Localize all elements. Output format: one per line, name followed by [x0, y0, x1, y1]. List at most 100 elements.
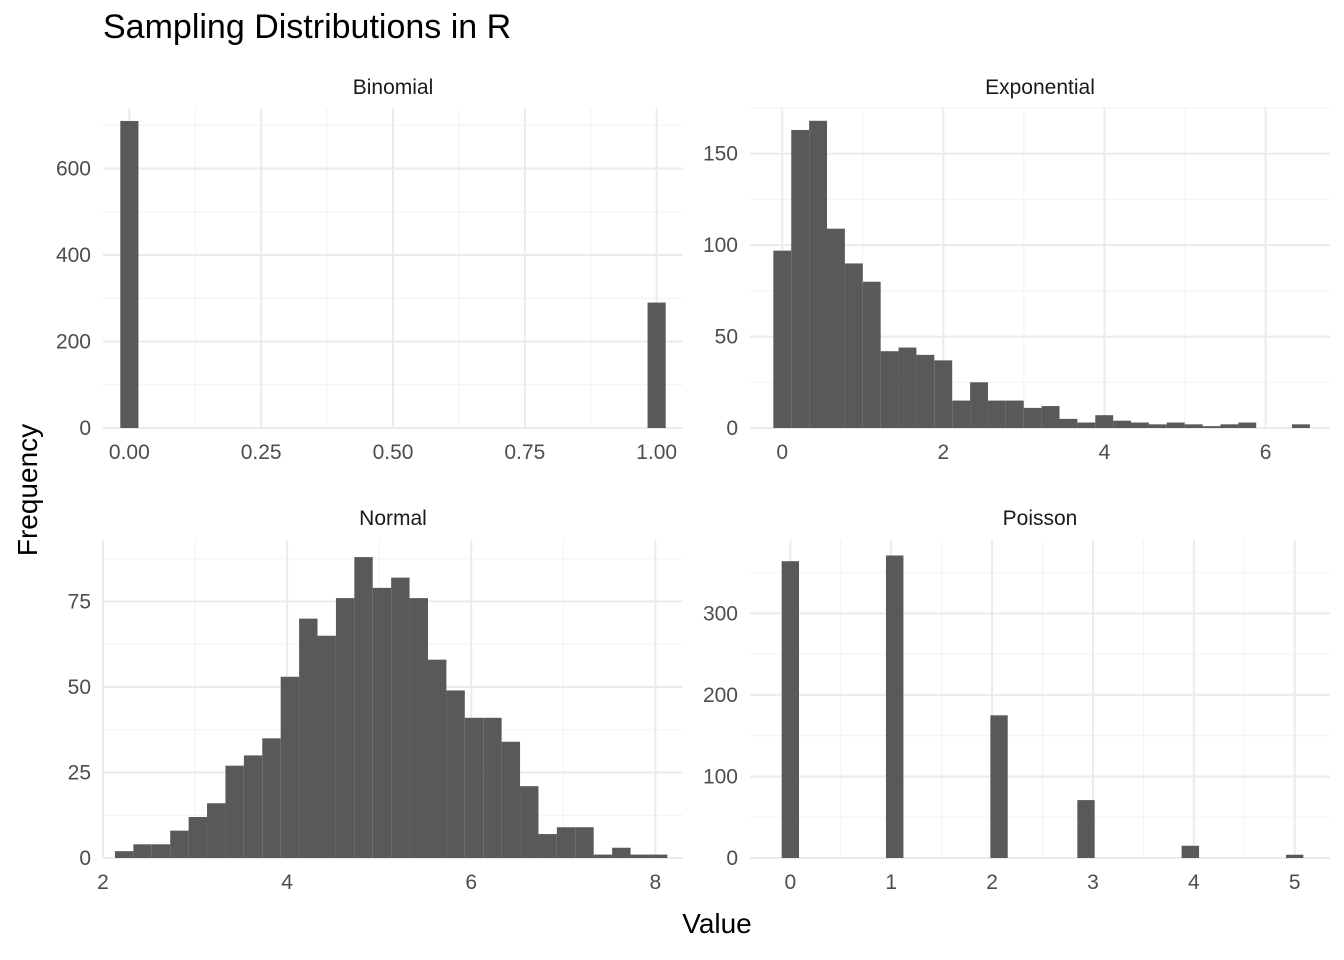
histogram-bar — [427, 659, 447, 858]
x-tick-label: 0 — [785, 871, 797, 894]
y-tick-label: 0 — [79, 417, 91, 440]
facet-panel-binomial: 0 200 400 600 0.00 0.25 0.50 0.75 1.00 Binomial — [56, 76, 683, 464]
histogram-bar — [1005, 400, 1024, 428]
x-tick-label: 4 — [1099, 441, 1111, 464]
histogram-bar — [280, 676, 300, 858]
histogram-bar — [225, 765, 244, 858]
histogram-bar — [1166, 422, 1185, 428]
histogram-bar — [538, 834, 557, 858]
histogram-bar — [990, 715, 1008, 858]
histogram-bar — [862, 281, 881, 428]
histogram-bar — [317, 635, 336, 858]
histogram-bar — [898, 347, 917, 428]
histogram-bar — [1059, 418, 1078, 428]
histogram-bar — [1238, 422, 1257, 428]
histogram-bar — [409, 598, 428, 858]
y-axis-title: Frequency — [12, 423, 43, 557]
histogram-bar — [1181, 845, 1200, 858]
x-tick-label: 3 — [1087, 871, 1099, 894]
y-tick-label: 0 — [726, 847, 738, 870]
x-axis-title: Value — [682, 908, 752, 939]
histogram-bar — [809, 120, 828, 429]
histogram-bar — [781, 561, 800, 858]
y-tick-label: 100 — [703, 765, 738, 788]
histogram-bar — [188, 816, 208, 858]
x-tick-label: 1 — [885, 871, 897, 894]
histogram-bar — [501, 741, 521, 858]
histogram-bar — [207, 803, 226, 858]
histogram-bar — [575, 827, 594, 858]
histogram-bar — [1291, 424, 1310, 428]
y-tick-label: 100 — [703, 234, 738, 257]
histogram-bar — [446, 690, 465, 858]
histogram-bar — [1113, 420, 1132, 428]
y-tick-label: 200 — [56, 331, 91, 354]
histogram-bar — [827, 228, 845, 428]
histogram-bar — [987, 400, 1006, 428]
x-tick-label: 0.00 — [109, 441, 150, 464]
y-tick-label: 0 — [79, 847, 91, 870]
histogram-bar — [243, 755, 263, 858]
y-tick-label: 200 — [703, 684, 738, 707]
histogram-bar — [593, 854, 613, 858]
histogram-bar — [335, 598, 355, 858]
histogram-bar — [1148, 424, 1167, 428]
histogram-bar — [114, 851, 134, 858]
y-tick-label: 400 — [56, 244, 91, 267]
histogram-bar — [120, 120, 139, 429]
x-tick-label: 0.25 — [241, 441, 282, 464]
x-tick-label: 0 — [776, 441, 788, 464]
histogram-bar — [1077, 422, 1096, 428]
facet-panel-exponential: 0 50 100 150 0 2 4 6 Exponential — [703, 76, 1330, 464]
histogram-bar — [791, 129, 810, 428]
histogram-bar — [952, 400, 971, 428]
facet-panel-poisson: 0 100 200 300 0 1 2 3 4 5 Poisson — [703, 507, 1330, 894]
y-tick-label: 75 — [68, 591, 91, 614]
histogram-bar — [1131, 422, 1149, 428]
histogram-bar — [970, 382, 988, 428]
histogram-bar — [1220, 424, 1239, 428]
histogram-bar — [612, 847, 631, 858]
x-tick-label: 1.00 — [636, 441, 677, 464]
histogram-bar — [773, 250, 792, 428]
histogram-bar — [464, 717, 484, 858]
histogram-bar — [133, 844, 152, 858]
histogram-bar — [372, 587, 392, 858]
histogram-bar — [1041, 406, 1060, 428]
x-tick-label: 5 — [1289, 871, 1301, 894]
histogram-bar — [170, 830, 189, 858]
y-tick-label: 150 — [703, 143, 738, 166]
x-tick-label: 0.50 — [373, 441, 414, 464]
histogram-bar — [1095, 415, 1114, 428]
x-tick-label: 0.75 — [504, 441, 545, 464]
histogram-bar — [648, 854, 668, 858]
x-tick-label: 2 — [986, 871, 998, 894]
facet-strip-label: Exponential — [985, 76, 1095, 99]
histogram-bar — [630, 854, 649, 858]
y-tick-label: 600 — [56, 158, 91, 181]
histogram-bar — [1286, 854, 1304, 858]
x-tick-label: 4 — [281, 871, 293, 894]
histogram-bar — [262, 738, 281, 858]
histogram-bar — [1184, 424, 1203, 428]
facet-panel-normal: 0 25 50 75 2 4 6 8 Normal — [68, 507, 683, 894]
histogram-bar — [934, 360, 953, 428]
histogram-bar — [1202, 426, 1221, 428]
x-tick-label: 4 — [1188, 871, 1200, 894]
histogram-bar — [299, 618, 318, 858]
facet-strip-label: Binomial — [353, 76, 434, 99]
histogram-bar — [844, 263, 863, 428]
histogram-bar — [885, 555, 904, 858]
x-tick-label: 6 — [465, 871, 477, 894]
y-tick-label: 300 — [703, 602, 738, 625]
histogram-bar — [1023, 407, 1042, 428]
x-tick-label: 6 — [1260, 441, 1272, 464]
y-tick-label: 25 — [68, 762, 91, 785]
histogram-bar — [391, 577, 410, 858]
histogram-bar — [647, 302, 666, 428]
histogram-bar — [880, 351, 899, 428]
histogram-bar — [151, 844, 171, 858]
y-tick-label: 50 — [715, 326, 738, 349]
